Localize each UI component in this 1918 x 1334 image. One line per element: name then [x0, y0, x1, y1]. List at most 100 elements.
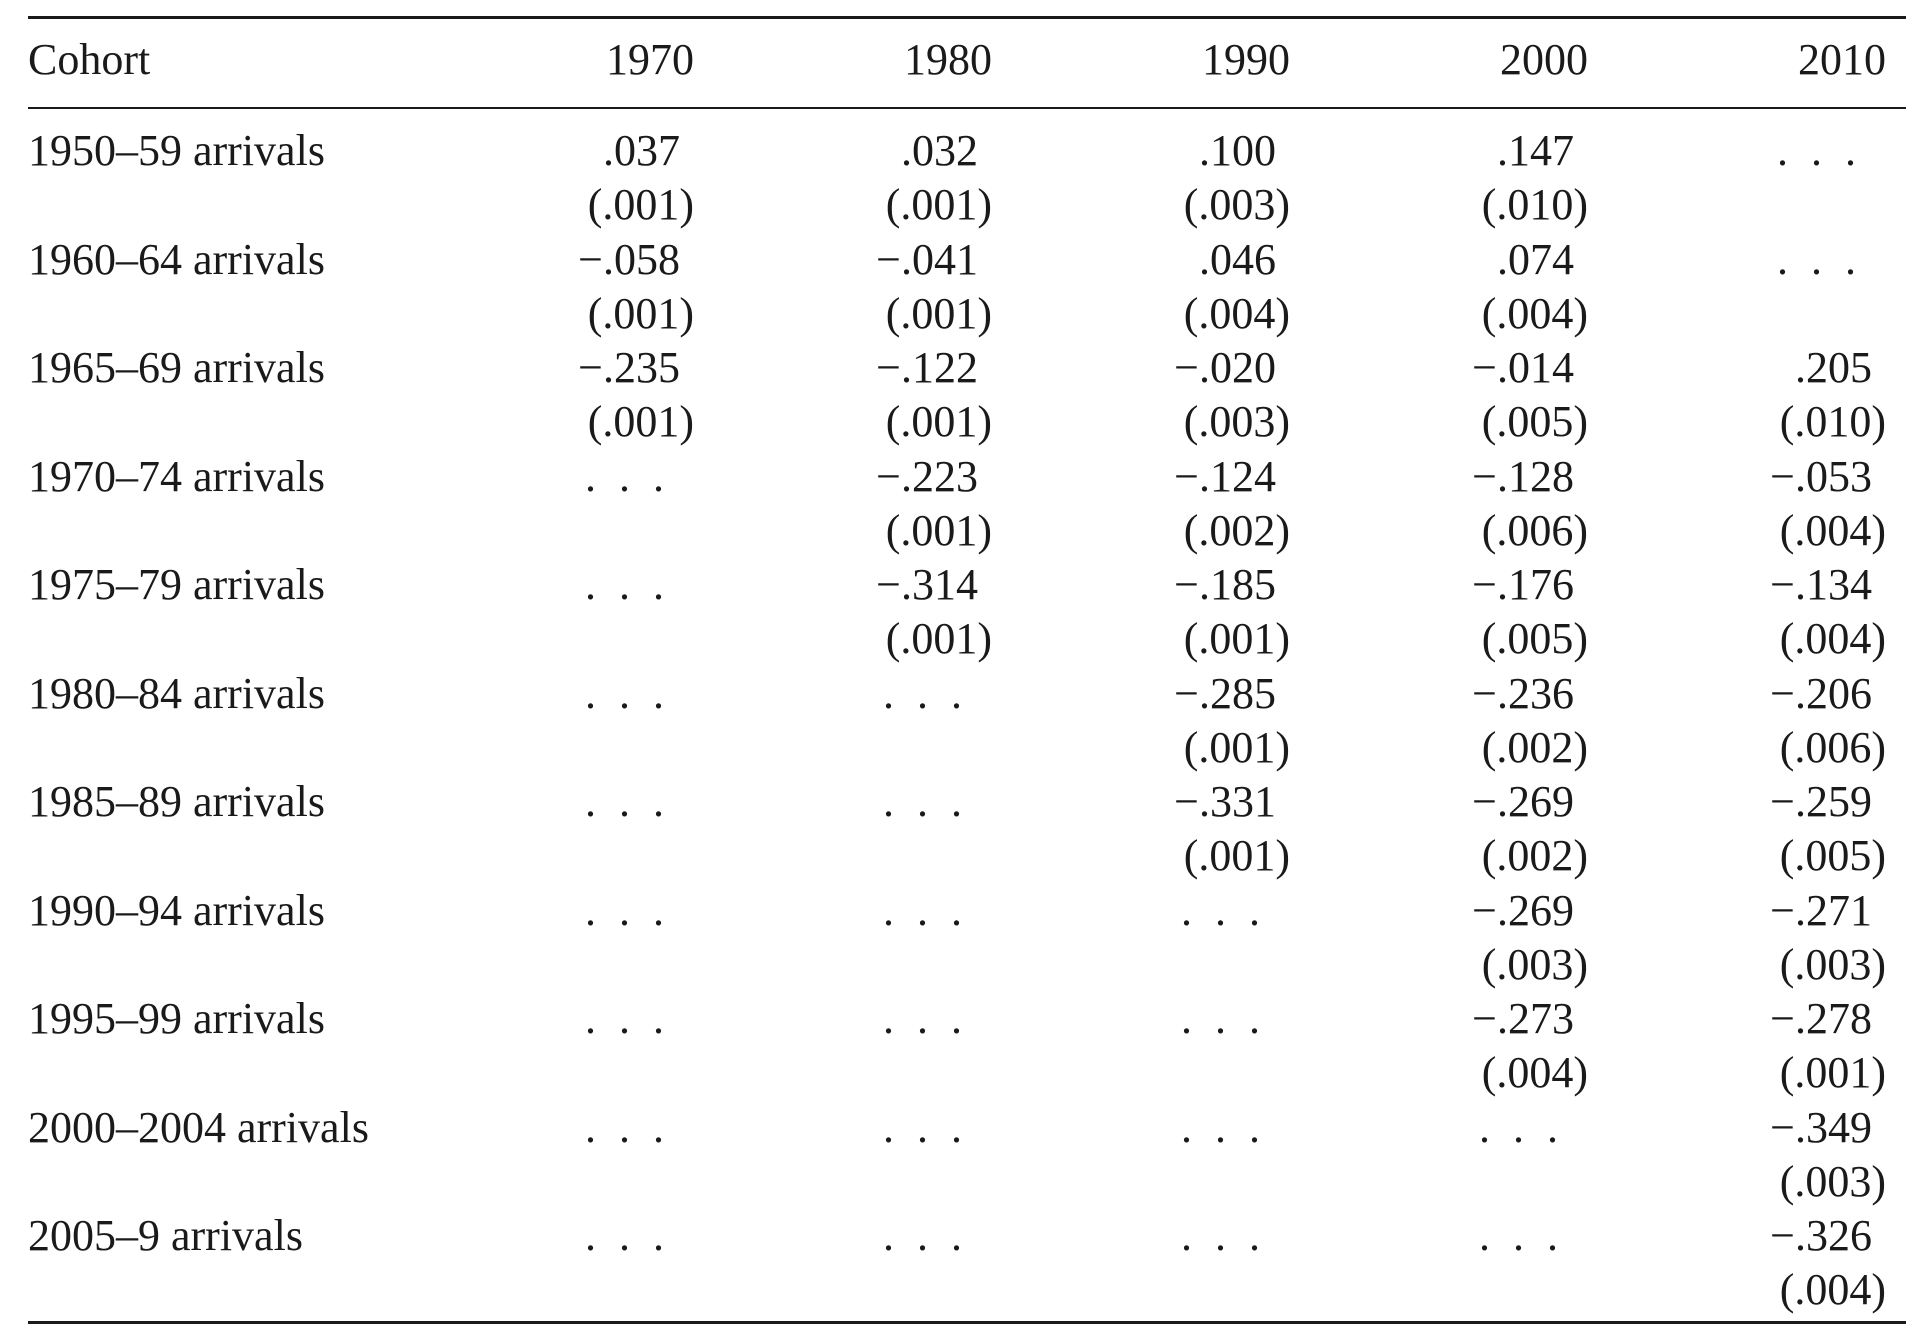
standard-error-cell: (.001) [1183, 831, 1290, 880]
coefficient-cell: .147 [1497, 126, 1574, 175]
coefficient-cell: −.223 [876, 452, 978, 501]
empty-cell-ellipsis: . . . [585, 886, 670, 935]
standard-error-cell: (.001) [1779, 1048, 1886, 1097]
standard-error-cell: (.006) [1779, 723, 1886, 772]
empty-cell-ellipsis: . . . [883, 1103, 968, 1152]
coefficient-cell: −.285 [1174, 669, 1276, 718]
standard-error-cell: (.006) [1481, 506, 1588, 555]
empty-cell-ellipsis: . . . [585, 994, 670, 1043]
row-label: 1980–84 arrivals [28, 669, 325, 718]
coefficient-cell: −.278 [1770, 994, 1872, 1043]
coefficient-cell: −.128 [1472, 452, 1574, 501]
standard-error-cell: (.004) [1779, 1265, 1886, 1314]
coefficient-cell: .037 [603, 126, 680, 175]
empty-cell-ellipsis: . . . [883, 1211, 968, 1260]
standard-error-cell: (.004) [1481, 1048, 1588, 1097]
header-year-1980: 1980 [904, 35, 992, 84]
coefficient-cell: .074 [1497, 235, 1574, 284]
coefficient-cell: −.176 [1472, 560, 1574, 609]
empty-cell-ellipsis: . . . [585, 777, 670, 826]
coefficient-cell: .205 [1795, 343, 1872, 392]
header-year-2010: 2010 [1798, 35, 1886, 84]
standard-error-cell: (.001) [885, 289, 992, 338]
standard-error-cell: (.001) [885, 614, 992, 663]
standard-error-cell: (.003) [1779, 1157, 1886, 1206]
empty-cell-ellipsis: . . . [883, 886, 968, 935]
row-label: 1965–69 arrivals [28, 343, 325, 392]
coefficient-cell: −.020 [1174, 343, 1276, 392]
empty-cell-ellipsis: . . . [883, 669, 968, 718]
standard-error-cell: (.001) [587, 397, 694, 446]
coefficient-cell: −.014 [1472, 343, 1574, 392]
row-label: 1970–74 arrivals [28, 452, 325, 501]
empty-cell-ellipsis: . . . [1777, 126, 1862, 175]
row-label: 2000–2004 arrivals [28, 1103, 369, 1152]
coefficient-cell: −.134 [1770, 560, 1872, 609]
row-label: 1960–64 arrivals [28, 235, 325, 284]
header-cohort-label: Cohort [28, 35, 151, 84]
standard-error-cell: (.010) [1481, 180, 1588, 229]
coefficient-cell: −.273 [1472, 994, 1574, 1043]
row-label: 1975–79 arrivals [28, 560, 325, 609]
row-label: 2005–9 arrivals [28, 1211, 303, 1260]
standard-error-cell: (.003) [1183, 180, 1290, 229]
coefficient-cell: −.206 [1770, 669, 1872, 718]
coefficient-cell: −.331 [1174, 777, 1276, 826]
header-year-1970: 1970 [606, 35, 694, 84]
empty-cell-ellipsis: . . . [883, 994, 968, 1043]
standard-error-cell: (.003) [1779, 940, 1886, 989]
coefficient-cell: .046 [1199, 235, 1276, 284]
empty-cell-ellipsis: . . . [1181, 994, 1266, 1043]
standard-error-cell: (.001) [885, 180, 992, 229]
standard-error-cell: (.005) [1481, 397, 1588, 446]
table-header-rule [28, 107, 1906, 109]
standard-error-cell: (.001) [1183, 723, 1290, 772]
standard-error-cell: (.005) [1779, 831, 1886, 880]
standard-error-cell: (.001) [885, 506, 992, 555]
table-top-rule [28, 16, 1906, 19]
header-year-1990: 1990 [1202, 35, 1290, 84]
coefficient-cell: .032 [901, 126, 978, 175]
empty-cell-ellipsis: . . . [1479, 1211, 1564, 1260]
standard-error-cell: (.004) [1779, 614, 1886, 663]
empty-cell-ellipsis: . . . [1181, 1103, 1266, 1152]
standard-error-cell: (.001) [587, 180, 694, 229]
coefficient-cell: −.269 [1472, 886, 1574, 935]
empty-cell-ellipsis: . . . [883, 777, 968, 826]
row-label: 1950–59 arrivals [28, 126, 325, 175]
empty-cell-ellipsis: . . . [585, 1103, 670, 1152]
table-bottom-rule [28, 1321, 1906, 1324]
row-label: 1990–94 arrivals [28, 886, 325, 935]
standard-error-cell: (.001) [885, 397, 992, 446]
coefficient-cell: −.041 [876, 235, 978, 284]
empty-cell-ellipsis: . . . [585, 560, 670, 609]
standard-error-cell: (.004) [1183, 289, 1290, 338]
empty-cell-ellipsis: . . . [1777, 235, 1862, 284]
standard-error-cell: (.003) [1183, 397, 1290, 446]
standard-error-cell: (.004) [1779, 506, 1886, 555]
empty-cell-ellipsis: . . . [585, 669, 670, 718]
coefficient-cell: −.058 [578, 235, 680, 284]
coefficient-cell: −.124 [1174, 452, 1276, 501]
coefficient-cell: −.314 [876, 560, 978, 609]
empty-cell-ellipsis: . . . [1181, 1211, 1266, 1260]
empty-cell-ellipsis: . . . [585, 1211, 670, 1260]
standard-error-cell: (.001) [1183, 614, 1290, 663]
row-label: 1995–99 arrivals [28, 994, 325, 1043]
standard-error-cell: (.003) [1481, 940, 1588, 989]
row-label: 1985–89 arrivals [28, 777, 325, 826]
coefficient-cell: −.053 [1770, 452, 1872, 501]
coefficient-cell: −.259 [1770, 777, 1872, 826]
standard-error-cell: (.002) [1481, 723, 1588, 772]
coefficient-cell: −.185 [1174, 560, 1276, 609]
empty-cell-ellipsis: . . . [1181, 886, 1266, 935]
standard-error-cell: (.002) [1183, 506, 1290, 555]
empty-cell-ellipsis: . . . [585, 452, 670, 501]
coefficient-cell: −.122 [876, 343, 978, 392]
standard-error-cell: (.001) [587, 289, 694, 338]
coefficient-cell: −.271 [1770, 886, 1872, 935]
coefficient-cell: −.326 [1770, 1211, 1872, 1260]
standard-error-cell: (.002) [1481, 831, 1588, 880]
coefficient-cell: −.235 [578, 343, 680, 392]
